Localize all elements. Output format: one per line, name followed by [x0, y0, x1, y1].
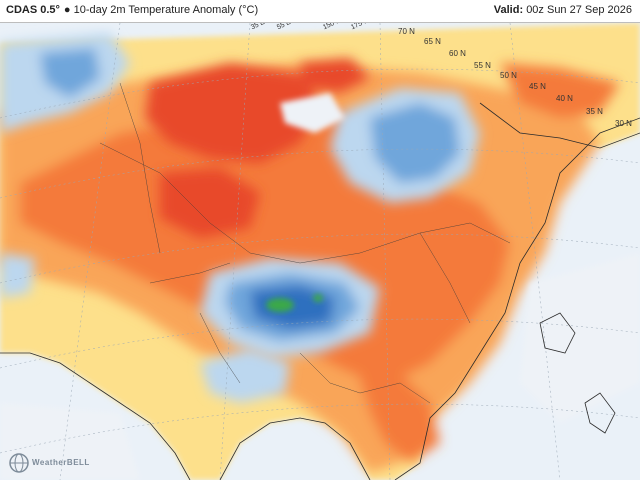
cool-anomaly-northwest [0, 33, 130, 133]
valid-label: Valid: [493, 4, 524, 16]
coastlines [0, 102, 640, 480]
graticule [0, 23, 640, 480]
country-borders [99, 82, 511, 404]
valid-time: Valid: 00z Sun 27 Sep 2026 [494, 4, 632, 16]
lat-label-35n: 35 N [586, 107, 603, 116]
anomaly-map-canvas [0, 23, 640, 480]
model-name: CDAS 0.5° [6, 4, 60, 16]
lat-label-65n: 65 N [424, 37, 441, 46]
map-title: CDAS 0.5° ● 10-day 2m Temperature Anomaly … [6, 4, 258, 16]
lat-label-70n: 70 N [398, 27, 415, 36]
valid-time-value: 00z Sun 27 Sep 2026 [526, 4, 632, 16]
map-header: CDAS 0.5° ● 10-day 2m Temperature Anomaly … [0, 0, 640, 23]
weatherbell-logo: WeatherBELL [8, 452, 98, 476]
anomaly-map: 70 N 65 N 60 N 55 N 50 N 45 N 40 N 35 N … [0, 23, 640, 480]
neutral-areas [0, 93, 640, 480]
cold-core-tibet [266, 294, 323, 312]
bullet-icon: ● [63, 4, 71, 16]
lat-label-40n: 40 N [556, 94, 573, 103]
cool-anomaly-siberia [330, 88, 480, 203]
cool-anomaly-india [0, 253, 290, 403]
lat-label-50n: 50 N [500, 71, 517, 80]
product-name: 10-day 2m Temperature Anomaly (°C) [73, 4, 259, 16]
logo-globe-icon [9, 453, 29, 473]
logo-text: WeatherBELL [32, 458, 90, 467]
lat-label-45n: 45 N [529, 82, 546, 91]
lat-label-30n: 30 N [615, 119, 632, 128]
strong-warm-core [145, 58, 370, 238]
lat-label-55n: 55 N [474, 61, 491, 70]
lat-label-60n: 60 N [449, 49, 466, 58]
